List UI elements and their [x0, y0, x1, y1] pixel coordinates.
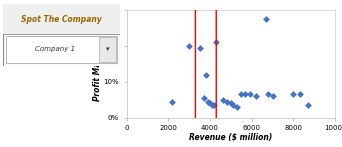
Point [230, 104, 236, 106]
Y-axis label: Profit Margin (%): Profit Margin (%) [93, 27, 102, 101]
Point [264, 18, 269, 20]
Point [203, 74, 209, 76]
Point [234, 106, 240, 108]
FancyBboxPatch shape [3, 4, 120, 66]
Point [209, 104, 215, 106]
Point [186, 45, 192, 47]
Point [297, 93, 302, 96]
Point [220, 98, 225, 101]
Point [205, 100, 211, 103]
Point [238, 93, 244, 96]
Text: ▾: ▾ [106, 46, 109, 52]
Point [207, 102, 213, 105]
Point [228, 102, 234, 105]
Point [243, 93, 248, 96]
Point [270, 95, 275, 97]
Point [197, 47, 202, 49]
FancyBboxPatch shape [6, 36, 117, 63]
FancyBboxPatch shape [3, 4, 120, 34]
Text: Company 1: Company 1 [35, 46, 75, 52]
Point [201, 97, 207, 99]
Point [224, 100, 229, 103]
X-axis label: Revenue ($ million): Revenue ($ million) [189, 133, 273, 142]
Point [291, 93, 296, 96]
Text: Spot The Company: Spot The Company [21, 15, 102, 24]
Point [266, 93, 271, 96]
Point [213, 41, 219, 44]
Point [247, 93, 252, 96]
Point [170, 100, 175, 103]
FancyBboxPatch shape [99, 37, 116, 62]
Point [305, 104, 311, 106]
Point [253, 95, 259, 97]
Point [211, 104, 217, 106]
